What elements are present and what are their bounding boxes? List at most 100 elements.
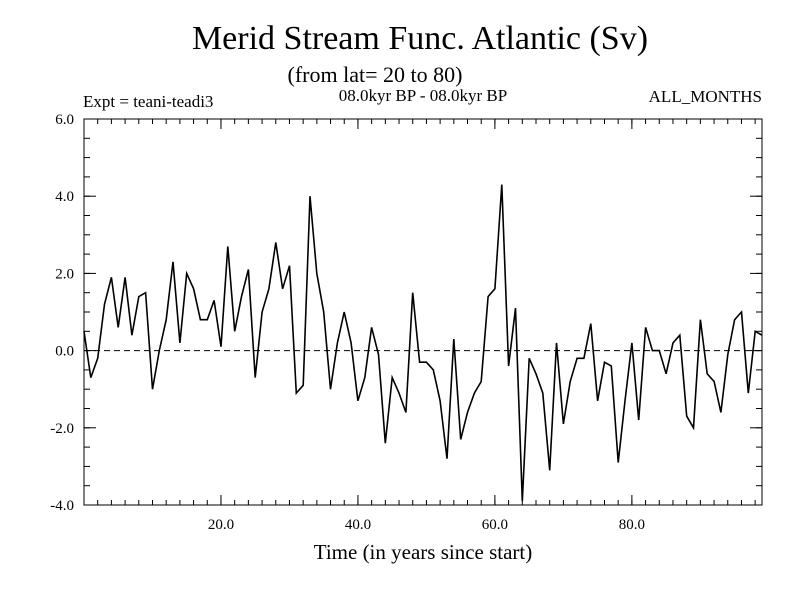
data-point — [747, 392, 749, 394]
data-point — [234, 330, 236, 332]
data-point — [624, 400, 626, 402]
data-point — [104, 303, 106, 305]
data-point — [693, 427, 695, 429]
data-point — [583, 357, 585, 359]
data-point — [432, 369, 434, 371]
data-point — [343, 311, 345, 313]
data-point — [460, 438, 462, 440]
data-point — [405, 411, 407, 413]
plot-frame — [83, 118, 763, 506]
data-point — [556, 342, 558, 344]
period-label: 08.0kyr BP - 08.0kyr BP — [339, 86, 507, 105]
data-point — [309, 195, 311, 197]
y-tick-label: 6.0 — [55, 112, 74, 128]
data-point — [364, 377, 366, 379]
data-point — [179, 342, 181, 344]
data-point — [138, 296, 140, 298]
data-point — [754, 330, 756, 332]
data-point — [336, 342, 338, 344]
data-point — [172, 261, 174, 263]
data-point — [535, 373, 537, 375]
data-point — [213, 299, 215, 301]
data-point — [569, 380, 571, 382]
data-point — [508, 365, 510, 367]
data-point — [186, 272, 188, 274]
data-point — [446, 458, 448, 460]
data-point — [562, 423, 564, 425]
data-point — [282, 288, 284, 290]
data-point — [467, 411, 469, 413]
data-point — [377, 353, 379, 355]
x-axis: 20.0 40.0 60.0 80.0 — [208, 119, 645, 533]
data-point — [528, 357, 530, 359]
data-point — [330, 388, 332, 390]
data-point — [638, 419, 640, 421]
data-point — [391, 377, 393, 379]
data-point — [494, 288, 496, 290]
x-axis-label: Time (in years since start) — [314, 540, 533, 564]
data-point — [727, 353, 729, 355]
data-point — [268, 288, 270, 290]
data-point — [295, 392, 297, 394]
data-point — [603, 361, 605, 363]
data-point — [254, 377, 256, 379]
data-point — [275, 242, 277, 244]
data-point — [371, 326, 373, 328]
data-point — [90, 377, 92, 379]
data-point — [302, 384, 304, 386]
data-point — [165, 319, 167, 321]
data-point — [220, 346, 222, 348]
data-point — [501, 184, 503, 186]
chart-title: Merid Stream Func. Atlantic (Sv) — [192, 20, 648, 57]
data-point — [412, 292, 414, 294]
data-point — [316, 272, 318, 274]
data-point — [247, 269, 249, 271]
data-point — [672, 342, 674, 344]
data-point — [124, 276, 126, 278]
data-point — [206, 319, 208, 321]
y-tick-label: -2.0 — [50, 421, 74, 437]
data-point — [521, 500, 523, 502]
data-point — [686, 415, 688, 417]
y-axis: -4.0 -2.0 0.0 2.0 4.0 6.0 — [50, 112, 762, 514]
data-point — [665, 373, 667, 375]
minor-ticks — [84, 118, 762, 506]
data-point — [425, 361, 427, 363]
data-point — [151, 388, 153, 390]
data-point — [658, 350, 660, 352]
data-point — [350, 342, 352, 344]
data-point — [97, 357, 99, 359]
data-point — [740, 311, 742, 313]
data-point — [439, 400, 441, 402]
data-point — [610, 365, 612, 367]
data-point — [617, 462, 619, 464]
data-point — [480, 380, 482, 382]
data-point — [645, 326, 647, 328]
data-point — [288, 265, 290, 267]
y-tick-label: -4.0 — [50, 498, 74, 514]
data-point — [542, 392, 544, 394]
data-point — [384, 442, 386, 444]
data-point — [83, 330, 85, 332]
data-point — [549, 469, 551, 471]
data-point — [453, 338, 455, 340]
data-point — [419, 361, 421, 363]
x-tick-label: 40.0 — [345, 517, 371, 533]
data-point — [357, 400, 359, 402]
data-point — [679, 334, 681, 336]
data-point — [734, 319, 736, 321]
data-point — [699, 319, 701, 321]
data-point — [631, 342, 633, 344]
data-point — [706, 373, 708, 375]
data-point — [227, 245, 229, 247]
data-point — [145, 292, 147, 294]
data-point — [473, 392, 475, 394]
data-points — [83, 184, 763, 503]
experiment-label: Expt = teani-teadi3 — [83, 92, 213, 111]
data-point — [761, 334, 763, 336]
y-tick-label: 2.0 — [55, 266, 74, 282]
data-point — [514, 307, 516, 309]
data-point — [590, 323, 592, 325]
y-tick-label: 4.0 — [55, 189, 74, 205]
